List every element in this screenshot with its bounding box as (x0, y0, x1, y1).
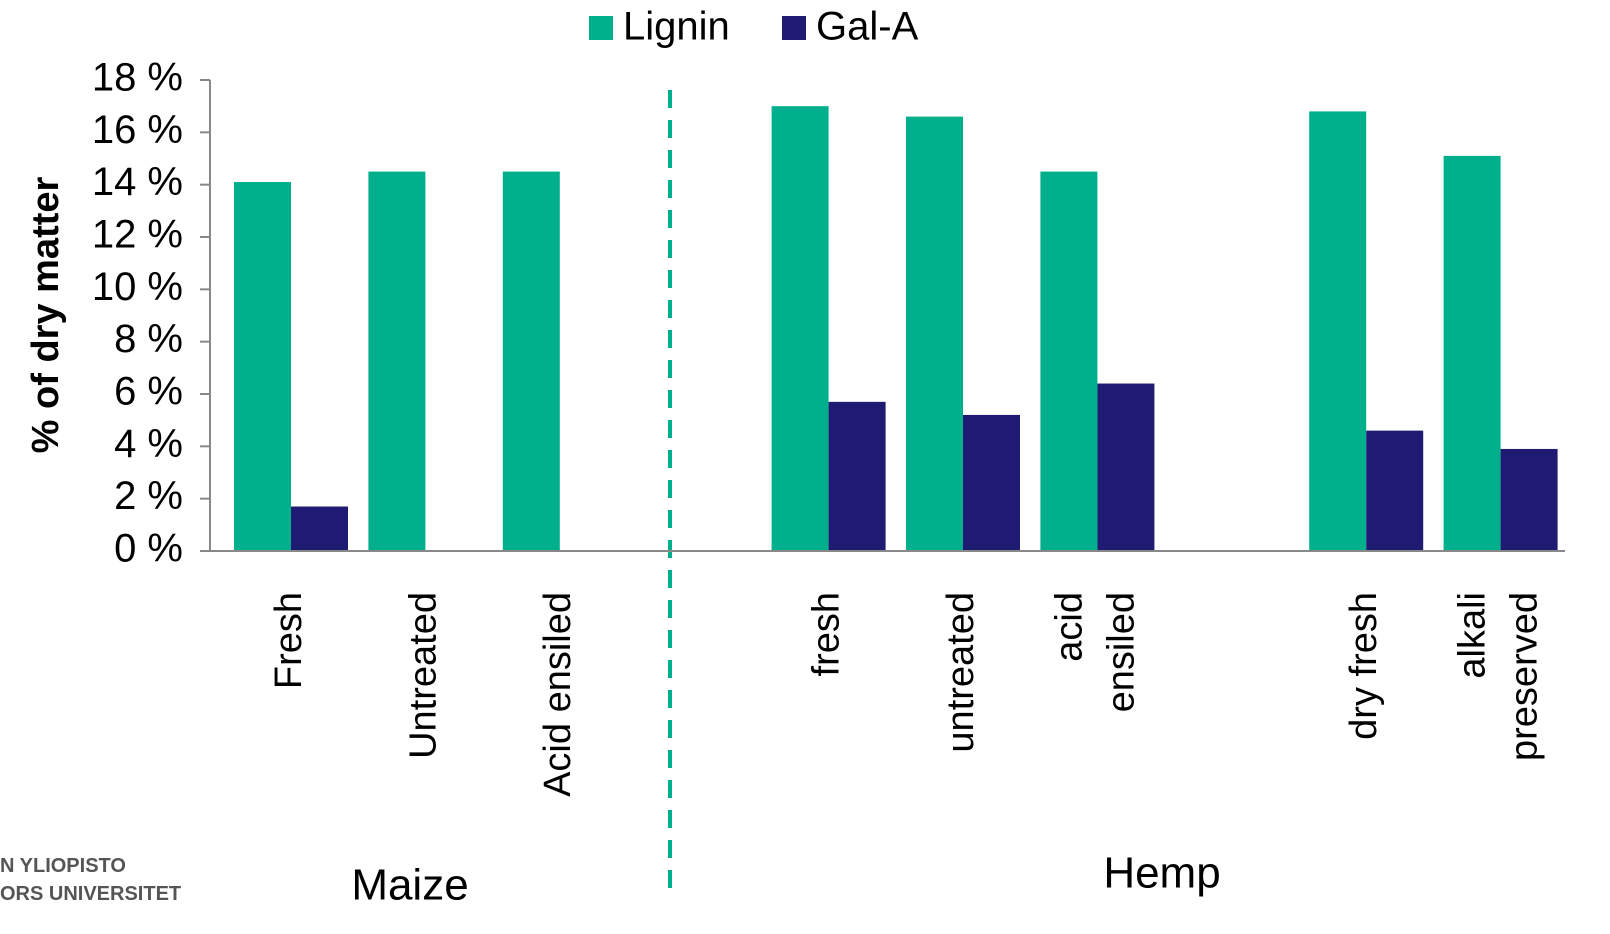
y-axis-title: % of dry matter (25, 176, 67, 453)
bar (771, 106, 829, 552)
bar (1309, 111, 1367, 552)
x-tick-label: Fresh (268, 592, 310, 689)
x-tick-label: untreated (940, 592, 982, 753)
y-tick-label: 6 % (114, 370, 183, 414)
logo-text: N YLIOPISTO (0, 855, 126, 877)
y-tick-label: 4 % (114, 422, 183, 466)
y-tick-label: 18 % (92, 56, 183, 100)
y-tick-label: 10 % (92, 265, 183, 309)
y-tick-label: 8 % (114, 317, 183, 361)
group-label: Hemp (1103, 849, 1220, 898)
x-tick-label: fresh (806, 592, 848, 676)
y-tick-label: 0 % (114, 527, 183, 571)
bar (291, 506, 348, 551)
bar (1366, 430, 1424, 551)
legend-label: Gal-A (816, 5, 919, 49)
x-tick-label: acid ensiled (1048, 592, 1142, 712)
legend-swatch (589, 16, 613, 40)
x-tick-label: Untreated (402, 592, 444, 759)
bar (1040, 171, 1098, 552)
bar (502, 171, 560, 552)
bar (1443, 155, 1501, 551)
group-label: Maize (351, 861, 468, 910)
bar (1500, 448, 1558, 551)
bar (963, 414, 1020, 551)
logo-text: ORS UNIVERSITET (0, 883, 181, 905)
x-tick-label: alkali preserved (1452, 592, 1546, 761)
y-tick-label: 12 % (92, 213, 183, 257)
x-tick-label: dry fresh (1343, 592, 1385, 740)
bar (1097, 383, 1155, 551)
bar (906, 116, 963, 551)
y-tick-label: 16 % (92, 108, 183, 152)
y-tick-label: 2 % (114, 474, 183, 518)
bar (368, 171, 426, 552)
legend-swatch (782, 16, 806, 40)
x-tick-label: Acid ensiled (537, 592, 579, 797)
bar (828, 401, 886, 551)
legend-label: Lignin (623, 5, 730, 49)
bar (234, 182, 291, 552)
y-tick-label: 14 % (92, 160, 183, 204)
